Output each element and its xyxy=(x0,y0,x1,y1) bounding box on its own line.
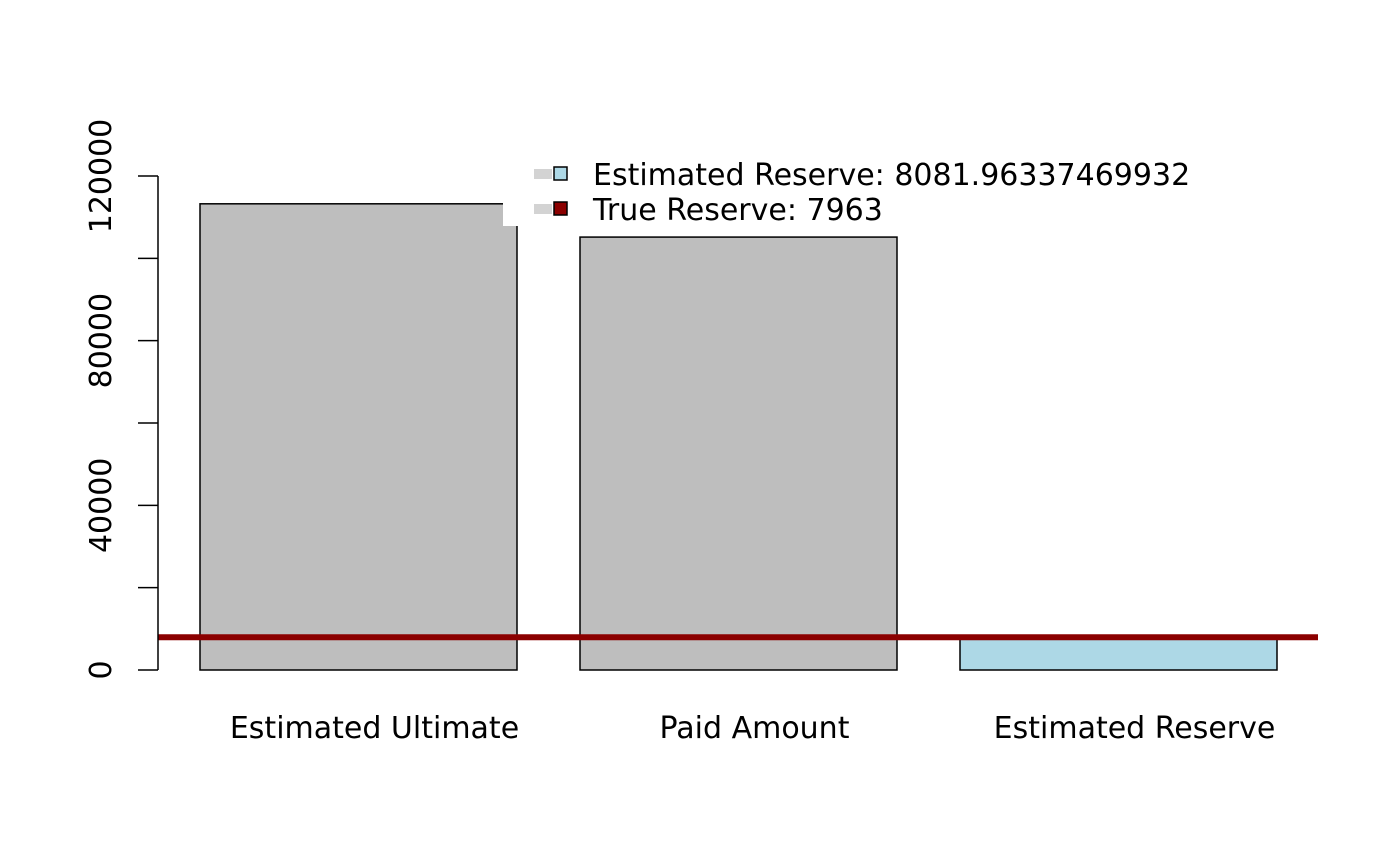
x-tick-label: Paid Amount xyxy=(660,711,850,746)
bar-paid-amount xyxy=(579,236,898,671)
legend-swatch-estimated-reserve xyxy=(553,166,568,181)
y-axis: 0 40000 80000 120000 xyxy=(84,119,159,680)
bars xyxy=(199,203,1278,671)
legend-line-2 xyxy=(534,204,552,214)
y-tick-label: 0 xyxy=(84,660,119,679)
legend: Estimated Reserve: 8081.96337469932 True… xyxy=(503,156,1243,228)
legend-label-true-reserve: True Reserve: 7963 xyxy=(592,193,883,228)
y-tick-label: 80000 xyxy=(84,293,119,388)
y-tick-label: 120000 xyxy=(84,119,119,234)
y-tick-label: 40000 xyxy=(84,458,119,553)
bar-estimated-ultimate xyxy=(199,203,518,671)
legend-swatch-true-reserve xyxy=(553,201,568,216)
legend-background xyxy=(503,156,1243,226)
x-tick-label: Estimated Reserve xyxy=(994,711,1276,746)
legend-line-1 xyxy=(534,169,552,179)
legend-label-estimated-reserve: Estimated Reserve: 8081.96337469932 xyxy=(593,158,1190,193)
bar-estimated-reserve xyxy=(959,635,1278,671)
x-tick-label: Estimated Ultimate xyxy=(230,711,519,746)
x-axis-labels: Estimated Ultimate Paid Amount Estimated R… xyxy=(230,711,1276,746)
